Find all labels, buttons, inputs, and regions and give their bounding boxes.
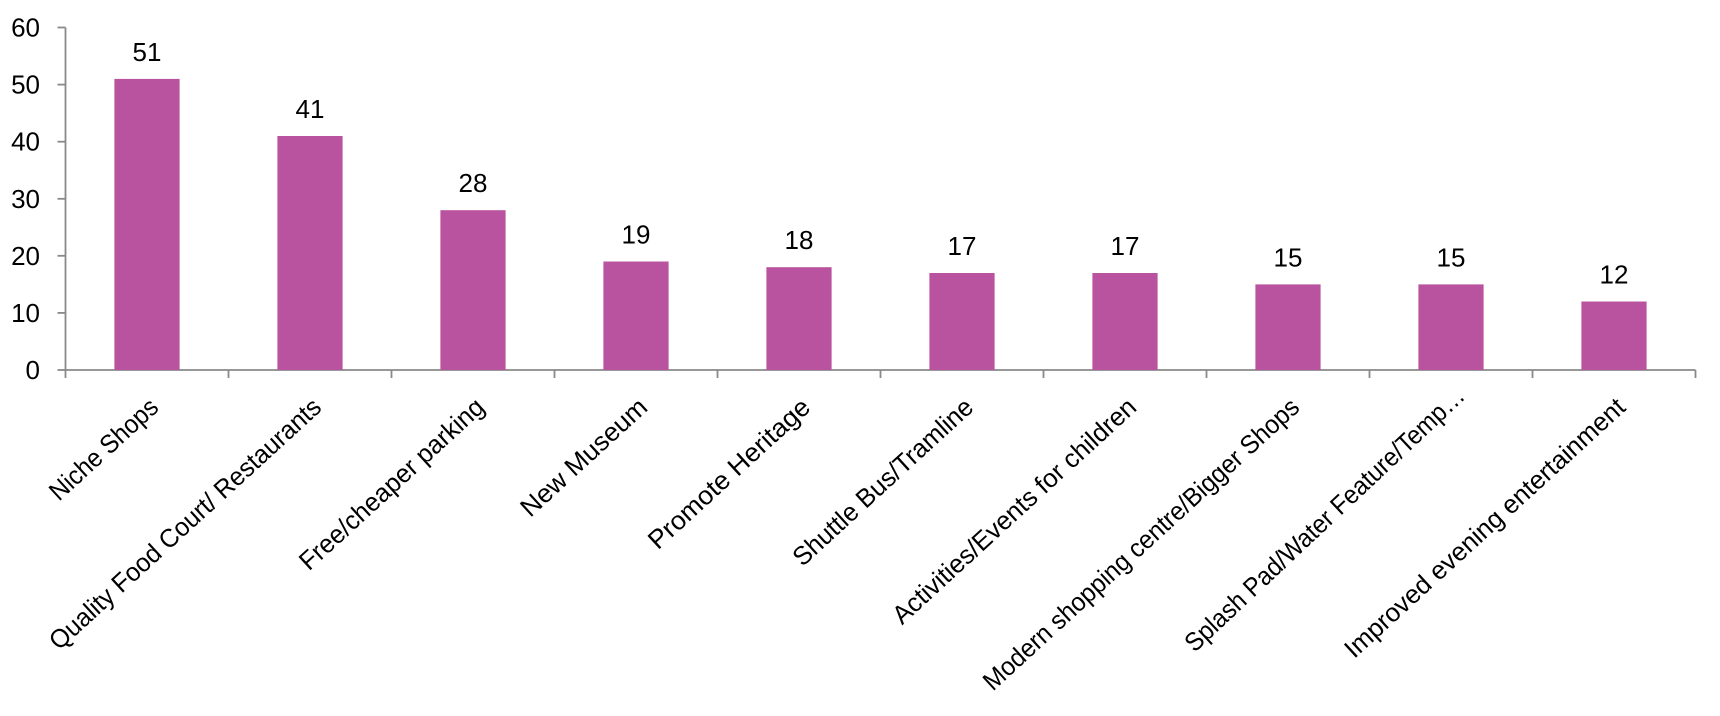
svg-text:10: 10 (11, 298, 40, 328)
svg-text:Quality Food Court/ Restaurant: Quality Food Court/ Restaurants (43, 392, 327, 656)
svg-text:0: 0 (26, 355, 40, 385)
svg-text:18: 18 (785, 225, 814, 255)
svg-text:40: 40 (11, 127, 40, 157)
svg-text:Modern shopping centre/Bigger: Modern shopping centre/Bigger Shops (977, 392, 1305, 697)
svg-text:15: 15 (1274, 242, 1303, 272)
svg-text:50: 50 (11, 70, 40, 100)
svg-text:19: 19 (622, 220, 651, 250)
svg-text:28: 28 (459, 168, 488, 198)
svg-text:Free/cheaper parking: Free/cheaper parking (293, 392, 490, 576)
svg-text:51: 51 (133, 37, 162, 67)
svg-text:New Museum: New Museum (514, 392, 653, 523)
svg-text:17: 17 (1111, 231, 1140, 261)
svg-text:17: 17 (948, 231, 977, 261)
svg-text:Promote Heritage: Promote Heritage (642, 392, 816, 555)
svg-text:12: 12 (1600, 260, 1629, 290)
svg-text:Improved evening entertainment: Improved evening entertainment (1338, 391, 1632, 664)
svg-text:41: 41 (296, 94, 325, 124)
svg-text:30: 30 (11, 184, 40, 214)
svg-text:Niche Shops: Niche Shops (43, 392, 164, 507)
svg-text:15: 15 (1437, 242, 1466, 272)
svg-text:Shuttle Bus/Tramline: Shuttle Bus/Tramline (786, 392, 979, 572)
svg-text:60: 60 (11, 13, 40, 43)
svg-text:20: 20 (11, 241, 40, 271)
svg-text:Splash Pad/Water Feature/Temp…: Splash Pad/Water Feature/Temp… (1178, 380, 1470, 657)
